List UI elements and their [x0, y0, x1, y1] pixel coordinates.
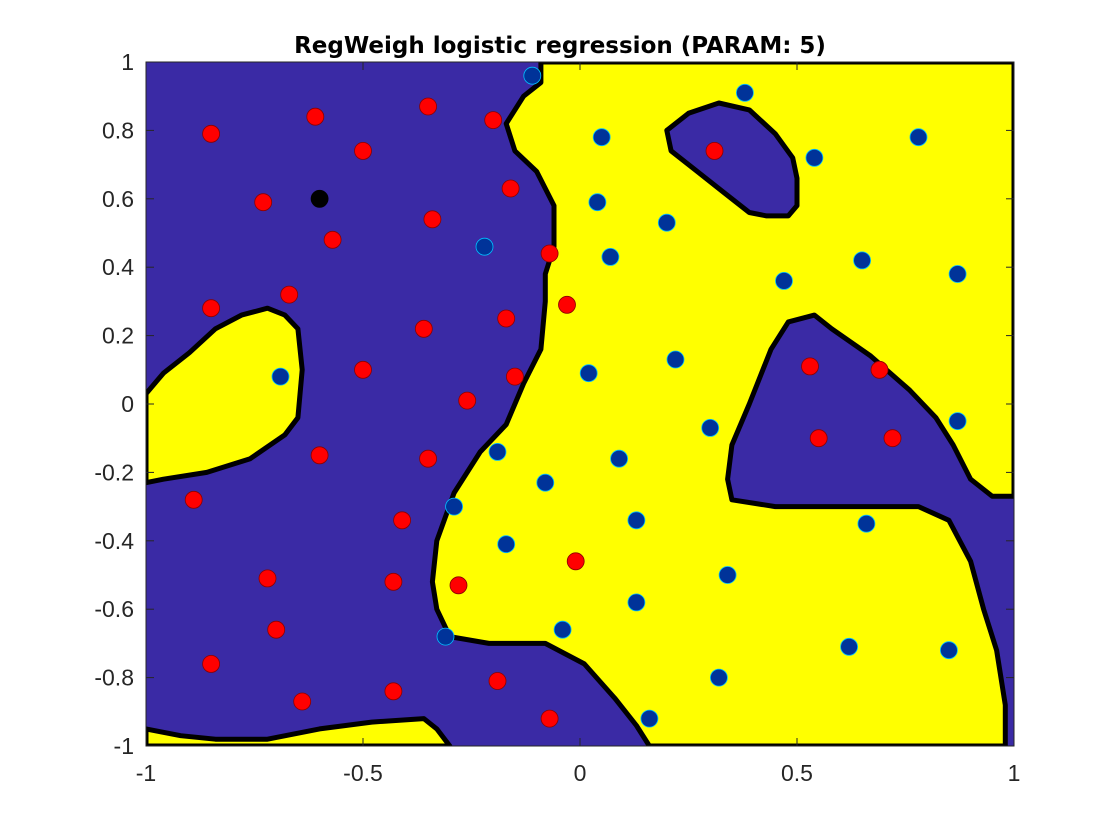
red-data-point	[354, 360, 372, 379]
blue-data-point	[536, 473, 555, 492]
blue-data-point	[657, 213, 676, 232]
y-tick-label: -0.6	[94, 596, 134, 622]
red-data-point	[883, 429, 902, 448]
red-data-point	[306, 107, 325, 126]
red-data-point	[354, 141, 372, 160]
blue-data-point	[775, 271, 793, 290]
y-tick-label: 0.6	[102, 186, 134, 212]
highlight-data-point	[310, 189, 329, 208]
red-data-point	[566, 552, 585, 571]
blue-data-point	[640, 709, 659, 728]
blue-data-point	[857, 514, 876, 533]
y-tick-label: -0.2	[94, 459, 134, 485]
red-data-point	[705, 141, 724, 160]
red-data-point	[384, 682, 403, 701]
axes: -1 -0.5 0 0.5 1 1 0.8 0.6 0.4 0.2 0 -0.2 -0.4 -0.6 -0.…	[94, 49, 1020, 786]
red-data-point	[488, 672, 507, 690]
blue-data-point	[627, 593, 646, 612]
blue-data-point	[909, 128, 928, 147]
red-data-point	[809, 429, 828, 448]
red-data-point	[293, 692, 312, 711]
x-tick-label: 0	[574, 760, 587, 786]
blue-data-point	[588, 193, 607, 212]
decision-region-2	[664, 100, 800, 219]
y-tick-label: -0.4	[94, 528, 134, 554]
blue-data-point	[497, 535, 516, 554]
red-data-point	[384, 572, 403, 591]
x-tick-label: 1	[1008, 760, 1021, 786]
chart-title: RegWeigh logistic regression (PARAM: 5)	[294, 33, 826, 59]
red-data-point	[280, 285, 299, 304]
blue-data-point	[610, 449, 628, 468]
red-data-point	[310, 446, 329, 465]
blue-data-point	[488, 442, 507, 461]
red-data-point	[202, 124, 221, 143]
y-tick-label: 0.8	[102, 117, 134, 143]
blue-data-point	[592, 128, 611, 147]
red-data-point	[258, 569, 277, 588]
red-data-point	[267, 620, 286, 639]
decision-region-4	[146, 716, 453, 746]
y-tick-label: 0.4	[102, 254, 134, 280]
red-data-point	[423, 210, 442, 229]
red-data-point	[414, 319, 433, 338]
plot-area	[146, 62, 1014, 746]
data-points	[184, 66, 967, 728]
red-data-point	[501, 179, 520, 198]
y-tick-label: 1	[121, 49, 134, 75]
red-data-point	[506, 367, 524, 386]
red-data-point	[449, 576, 468, 595]
blue-data-point	[627, 511, 646, 530]
red-data-point	[419, 449, 438, 468]
blue-data-point	[940, 641, 958, 660]
blue-data-point	[666, 350, 685, 369]
x-tick-label: -0.5	[343, 760, 383, 786]
blue-data-point	[601, 247, 620, 266]
blue-data-point	[718, 566, 737, 584]
red-data-point	[540, 709, 559, 728]
y-tick-label: 0.2	[102, 323, 134, 349]
blue-data-point	[436, 627, 455, 646]
red-data-point	[497, 309, 516, 328]
red-data-point	[419, 97, 438, 116]
y-tick-label: -0.8	[94, 665, 134, 691]
red-data-point	[870, 360, 889, 379]
x-tick-label: 0.5	[781, 760, 813, 786]
red-data-point	[540, 244, 559, 263]
blue-data-point	[445, 497, 464, 516]
blue-data-point	[271, 367, 290, 386]
blue-data-point	[710, 668, 728, 687]
x-tick-label: -1	[136, 760, 156, 786]
red-data-point	[202, 655, 221, 673]
red-data-point	[484, 111, 503, 129]
blue-data-point	[475, 237, 494, 256]
blue-data-point	[840, 637, 858, 656]
decision-region-3	[146, 305, 305, 486]
blue-data-point	[579, 364, 598, 383]
red-data-point	[184, 490, 203, 509]
decision-regions	[146, 62, 1014, 746]
blue-data-point	[523, 66, 542, 85]
blue-data-point	[736, 83, 754, 102]
y-tick-label: 0	[121, 391, 134, 417]
red-data-point	[558, 295, 576, 314]
blue-data-point	[948, 412, 967, 431]
y-tick-label: -1	[114, 733, 134, 759]
red-data-point	[393, 511, 412, 530]
blue-data-point	[805, 148, 824, 167]
blue-data-point	[948, 265, 967, 283]
blue-data-point	[701, 418, 720, 437]
decision-region-1	[429, 62, 1014, 746]
red-data-point	[801, 357, 819, 376]
red-data-point	[323, 230, 342, 249]
blue-data-point	[553, 620, 572, 639]
red-data-point	[254, 193, 273, 212]
blue-data-point	[853, 251, 871, 270]
red-data-point	[202, 299, 221, 318]
red-data-point	[458, 391, 477, 410]
